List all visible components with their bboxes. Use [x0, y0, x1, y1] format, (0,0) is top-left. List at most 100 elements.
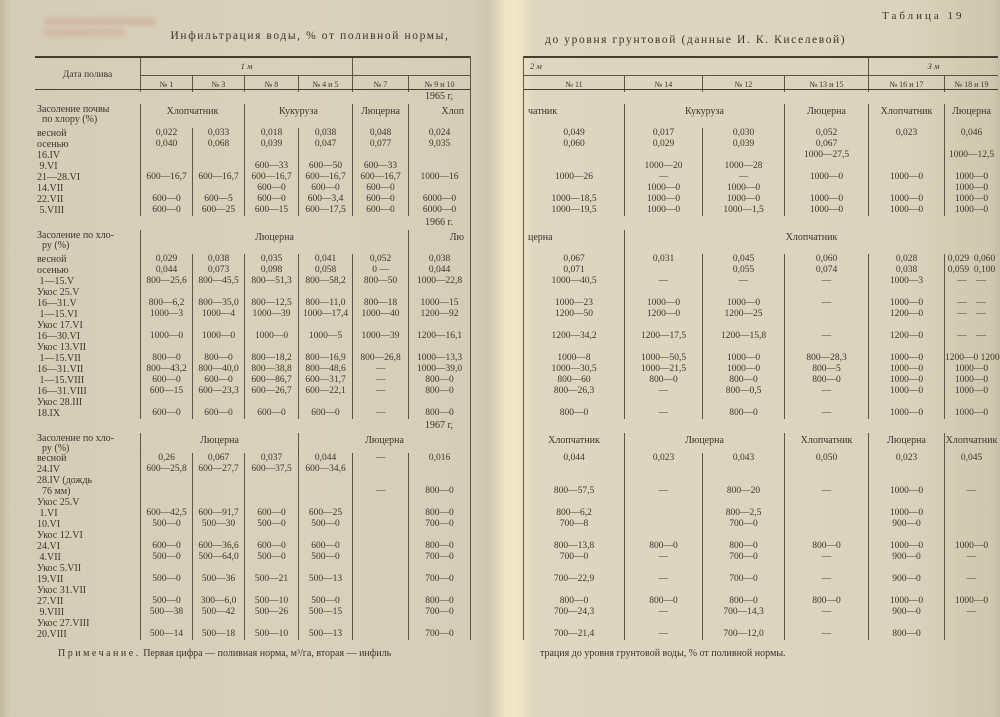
table-cell — [352, 342, 408, 353]
table-cell: 800—48,6 — [298, 364, 352, 375]
crop-group-header: чатник — [528, 106, 558, 117]
table-cell: 0,050 — [784, 453, 868, 464]
table-cell: 0,038 — [192, 254, 244, 265]
table-cell: 800—0 — [624, 596, 702, 607]
table-cell: — — [352, 408, 408, 419]
table-cell: 500—0 — [244, 519, 298, 530]
table-cell: — — [784, 552, 868, 563]
table-row: весной 0,029 0,038 0,035 0,041 0,052 0,038 — [35, 254, 470, 265]
table-cell: — — [784, 408, 868, 419]
table-cell: 6000—0 — [408, 194, 470, 205]
table-cell — [944, 397, 998, 408]
table-cell — [352, 497, 408, 508]
irrigation-date-label: 1—15.VII — [37, 353, 81, 364]
table-cell: 0,049 — [563, 128, 585, 138]
table-cell: 1000—1,5 — [702, 205, 784, 216]
irrigation-date-label: 28.IV (дождь — [37, 475, 93, 486]
table-cell: 600—27,7 — [192, 464, 244, 475]
table-cell — [524, 585, 624, 596]
table-cell: 500—14 — [140, 629, 192, 640]
table-row — [524, 585, 998, 596]
table-cell: 600—0 — [140, 408, 192, 419]
table-cell: — — [624, 408, 702, 419]
crop-header-row: Засоление по хло- ру (%) Люцерна Лю — [35, 230, 470, 254]
table-cell: 700—0 — [702, 574, 784, 585]
table-cell: 800—50 — [352, 276, 408, 287]
table-cell: 800—16,9 — [298, 353, 352, 364]
column-number-header: № 14 — [624, 76, 702, 92]
table-cell: 0,017 — [624, 128, 702, 139]
table-cell — [784, 183, 868, 194]
table-cell: 800—0 — [624, 375, 702, 386]
table-cell — [868, 585, 944, 596]
table-cell — [784, 519, 868, 530]
table-cell: 600—26,7 — [244, 386, 298, 397]
table-cell: 800—0,5 — [702, 386, 784, 397]
table-row: осенью 0,044 0,073 0,098 0,058 0 —0,044 — [35, 265, 470, 276]
table-row: 1—15.VII 800—0 800—0 800—18,2 800—16,9 800—26… — [35, 353, 470, 364]
table-cell: — — [944, 486, 998, 497]
table-cell — [298, 150, 352, 161]
table-cell: 500—36 — [192, 574, 244, 585]
table-cell: — — — [944, 309, 998, 320]
table-cell — [244, 618, 298, 629]
table-cell — [624, 475, 702, 486]
table-cell: 1000—12,5 — [944, 150, 998, 161]
table-cell: 600—5 — [192, 194, 244, 205]
table-cell — [192, 530, 244, 541]
table-cell — [408, 161, 470, 172]
table-cell: 0,044 — [140, 265, 192, 276]
table-cell: 1000—0 — [702, 298, 784, 309]
table-cell — [140, 530, 192, 541]
table-cell: 1000—39 — [244, 309, 298, 320]
table-cell — [352, 464, 408, 475]
irrigation-date-label: Укос 25.V — [37, 497, 80, 508]
year-block: Засоление почвы по хлору (%) Хлопчатник Ку… — [35, 104, 470, 216]
table-cell: 800—38,8 — [244, 364, 298, 375]
crop-group-header: Хлопчатник — [140, 104, 244, 128]
table-cell — [298, 320, 352, 331]
table-cell: 1000—0 — [868, 386, 944, 397]
table-cell: 1000—39,0 — [408, 364, 470, 375]
table-cell: — — [784, 298, 868, 309]
year-label: 1965 г, — [425, 91, 453, 102]
table-cell: 1000—0 — [868, 408, 944, 419]
table-cell: 0,022 — [140, 128, 192, 139]
table-row: 10.VI 500—0 500—30 500—0 500—0 700—0 — [35, 519, 470, 530]
table-cell: 1000—0 — [868, 375, 944, 386]
table-cell: 0,077 — [352, 139, 408, 150]
table-cell — [784, 508, 868, 519]
table-cell: 500—64,0 — [192, 552, 244, 563]
table-cell: 900—0 — [868, 607, 944, 618]
irrigation-date-label: 9.VI — [37, 161, 58, 172]
table-cell — [244, 397, 298, 408]
library-stamp — [44, 14, 156, 40]
table-cell — [944, 320, 998, 331]
crop-header-row: церна Хлопчатник — [524, 230, 998, 254]
table-cell: 1000—3 — [140, 309, 192, 320]
table-row: 24.VI 600—0 600—36,6 600—0 600—0 800—0 — [35, 541, 470, 552]
table-cell — [298, 486, 352, 497]
table-cell — [944, 563, 998, 574]
table-cell — [298, 287, 352, 298]
table-cell: 0,26 — [140, 453, 192, 464]
table-row: 27.VII 500—0 300—6,0 500—10 500—0 800—0 — [35, 596, 470, 607]
table-cell: 800—0 — [408, 486, 470, 497]
irrigation-date-label: 9.VIII — [37, 607, 65, 618]
table-cell: 1000—40 — [352, 309, 408, 320]
table-cell: 600—0 — [140, 541, 192, 552]
table-cell — [624, 563, 702, 574]
table-cell — [408, 585, 470, 596]
table-cell: 300—6,0 — [192, 596, 244, 607]
table-cell — [192, 585, 244, 596]
table-cell: 600—16,7 — [192, 172, 244, 183]
table-cell: 0,039 — [702, 139, 784, 150]
irrigation-date-label: весной — [37, 453, 67, 464]
table-cell — [140, 618, 192, 629]
table-cell: 6000—0 — [408, 205, 470, 216]
table-cell — [784, 342, 868, 353]
table-cell — [784, 464, 868, 475]
table-cell: 0,059 0,100 — [944, 265, 998, 276]
table-row — [524, 618, 998, 629]
table-cell: 600—0 — [298, 541, 352, 552]
